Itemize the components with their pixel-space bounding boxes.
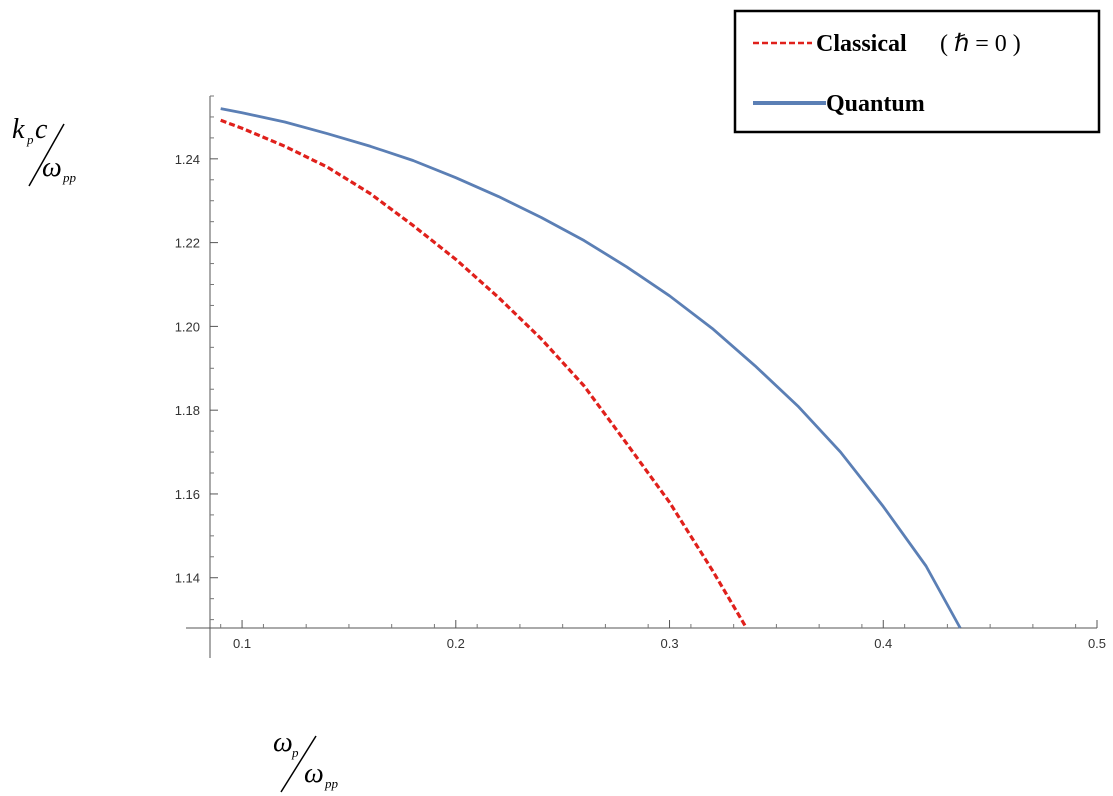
y-label-fraction-slash [28,123,65,187]
x-tick-label: 0.2 [447,636,465,651]
x-tick-label: 0.5 [1088,636,1106,651]
y-tick-label: 1.20 [175,319,200,334]
x-tick-label: 0.1 [233,636,251,651]
x-label-numerator: ω [273,727,293,758]
x-label-fraction-slash [280,735,317,793]
y-label-numerator: k [12,114,25,145]
x-label-numerator-sub: p [291,745,299,760]
y-tick-label: 1.18 [175,403,200,418]
legend-label-quantum: Quantum [826,91,925,117]
x-label-denominator: ω [304,758,324,789]
y-label-numerator-suffix: c [35,114,48,145]
legend: Classical ( ℏ = 0 ) Quantum [733,9,1101,134]
y-label-numerator-sub: p [26,132,34,147]
x-label-denominator-sub: pp [324,776,339,791]
legend-box [733,9,1101,134]
ticks: 1.14 1.16 1.18 1.20 1.22 1.24 0.1 0.2 0.3 0.4 0.5 [175,95,1106,651]
y-tick-label: 1.24 [175,152,200,167]
x-axis-label: ω p ω pp [273,727,339,793]
x-tick-label: 0.4 [874,636,892,651]
y-tick-label: 1.14 [175,571,200,586]
y-tick-label: 1.16 [175,487,200,502]
y-label-denominator-sub: pp [62,170,77,185]
y-axis-label: k p c ω pp [12,114,77,187]
y-label-denominator: ω [42,152,62,183]
axes [186,96,1097,658]
series-line-quantum [220,107,962,629]
series-line-classical [220,118,748,629]
x-tick-label: 0.3 [660,636,678,651]
legend-label-classical: Classical [816,31,907,57]
y-tick-label: 1.22 [175,236,200,251]
legend-math-classical: ( ℏ = 0 ) [940,31,1021,57]
series-layer [220,107,962,629]
